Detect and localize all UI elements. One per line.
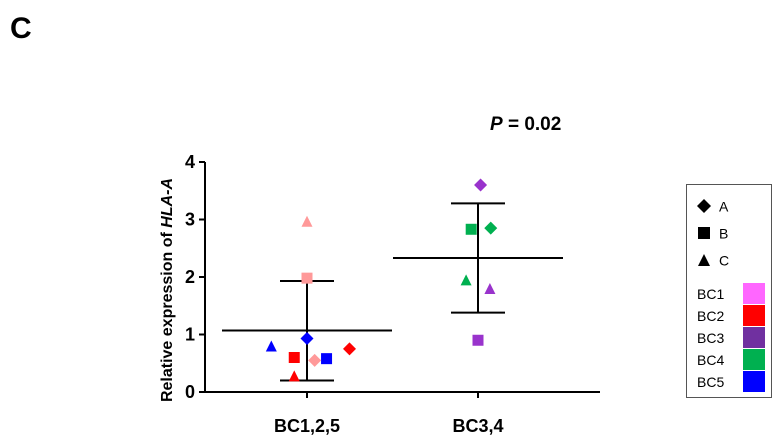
legend-color-swatch [743,349,765,370]
y-axis-label-prefix: Relative expression of [159,228,176,402]
y-tick-label: 3 [185,210,195,230]
legend-group-label: BC4 [697,352,724,368]
data-point-square [289,352,300,363]
data-point-triangle [289,370,300,381]
data-point-diamond [308,354,321,367]
legend-shape-item: C [697,251,729,268]
legend-group-item: BC2 [695,305,765,326]
data-point-triangle [461,274,472,285]
legend-color-swatch [743,283,765,304]
data-point-diamond [484,222,497,235]
legend-group-item: BC5 [695,371,765,392]
legend-group-label: BC2 [697,308,724,324]
data-point-triangle [266,341,277,352]
data-points [266,179,497,382]
diamond-icon [697,199,711,213]
data-point-square [321,353,332,364]
y-tick-label: 1 [185,325,195,345]
legend-group-item: BC1 [695,283,765,304]
legend-group-item: BC3 [695,327,765,348]
y-axis-label: Relative expression of HLA-A [159,178,176,402]
legend-color-swatch [743,371,765,392]
data-point-triangle [302,216,313,227]
legend-group-label: BC1 [697,286,724,302]
data-point-triangle [484,283,495,294]
legend-shape-label: B [719,225,728,241]
square-icon [697,226,711,240]
legend-group-label: BC5 [697,374,724,390]
chart: Relative expression of HLA-A 0 1 2 3 4 BC1,2… [0,0,690,439]
y-tick-label: 0 [185,382,195,402]
x-category-label: BC1,2,5 [274,416,340,436]
legend-group-label: BC3 [697,330,724,346]
data-point-square [466,224,477,235]
legend-shape-item: A [697,197,728,214]
legend-color-swatch [743,305,765,326]
legend-shape-label: C [719,252,729,268]
category-labels: BC1,2,5 BC3,4 [274,416,504,436]
axes: 0 1 2 3 4 [185,152,600,402]
data-point-square [473,335,484,346]
y-tick-label: 4 [185,152,195,172]
y-axis-label-gene: HLA-A [159,178,176,228]
legend-shape-item: B [697,224,728,241]
legend-group-item: BC4 [695,349,765,370]
data-point-diamond [301,332,314,345]
x-category-label: BC3,4 [452,416,503,436]
legend-color-swatch [743,327,765,348]
y-tick-label: 2 [185,267,195,287]
data-point-diamond [474,179,487,192]
summary-bars [222,203,563,380]
triangle-icon [697,253,711,267]
data-point-diamond [343,342,356,355]
legend-shape-label: A [719,198,728,214]
data-point-square [302,273,313,284]
